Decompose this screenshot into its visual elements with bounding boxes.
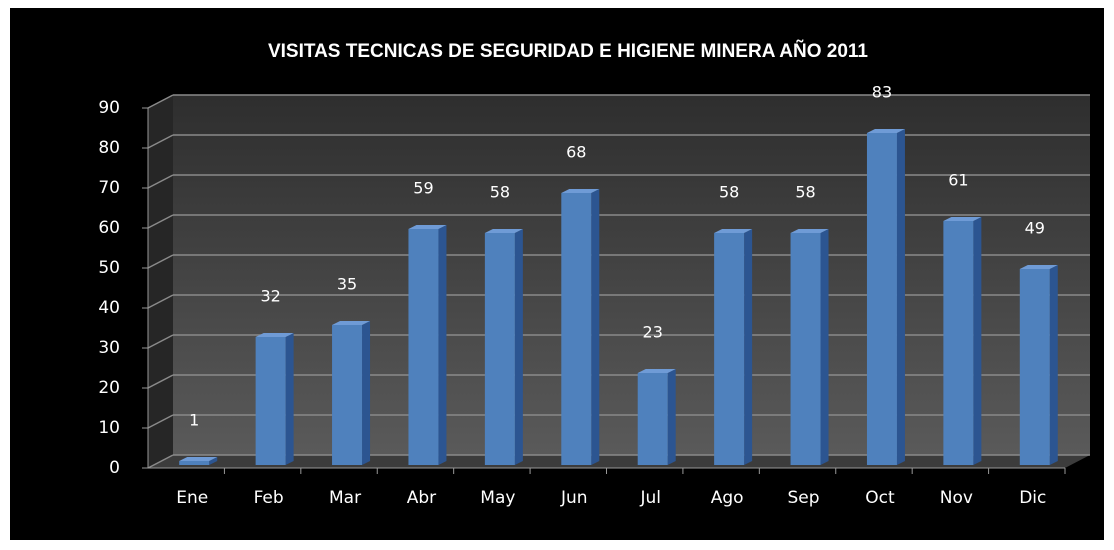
bar	[943, 217, 982, 465]
bar-side	[591, 189, 600, 465]
bar	[561, 189, 600, 465]
value-label: 23	[643, 323, 663, 342]
grid-line-side	[147, 454, 174, 469]
grid-line-side	[147, 174, 174, 189]
y-tick-label: 30	[98, 338, 120, 358]
grid-line-side	[147, 134, 174, 149]
bar-top	[255, 333, 294, 337]
x-tick-label: Feb	[254, 488, 284, 508]
bar	[484, 229, 523, 465]
back-wall	[173, 95, 1090, 455]
bar-side	[744, 229, 753, 465]
bar-front	[255, 337, 286, 465]
bar-top	[408, 225, 447, 229]
bar	[790, 229, 829, 465]
bar-front	[332, 325, 363, 465]
x-tick-label: Sep	[788, 488, 820, 508]
grid-line-side	[147, 334, 174, 349]
side-wall	[148, 95, 173, 468]
x-tick-label: Oct	[865, 488, 895, 508]
y-tick-label: 10	[98, 418, 120, 438]
bar	[255, 333, 294, 465]
grid-line-side	[147, 214, 174, 229]
bar-front	[408, 229, 439, 465]
y-tick-label: 40	[98, 298, 120, 318]
y-tick-label: 70	[98, 178, 120, 198]
bar-side	[438, 225, 447, 465]
bar-side	[362, 321, 371, 465]
y-tick-label: 20	[98, 378, 120, 398]
grid-line-side	[147, 94, 174, 109]
bar	[866, 129, 905, 465]
y-tick-label: 0	[109, 458, 120, 478]
grid-line-side	[147, 374, 174, 389]
bar-front	[1019, 269, 1050, 465]
grid-line-side	[147, 254, 174, 269]
value-label: 68	[566, 143, 586, 162]
bar-top	[943, 217, 982, 221]
bar-top	[1019, 265, 1058, 269]
bar-side	[209, 457, 218, 465]
value-label: 83	[872, 83, 892, 102]
bar-top	[484, 229, 523, 233]
bar	[179, 457, 218, 465]
grid-line-side	[147, 294, 174, 309]
value-label: 58	[795, 183, 815, 202]
value-label: 49	[1025, 219, 1045, 238]
bar-top	[179, 457, 218, 461]
bar	[1019, 265, 1058, 465]
y-tick-label: 80	[98, 138, 120, 158]
bar-front	[790, 233, 821, 465]
x-tick-label: Nov	[940, 488, 973, 508]
bar-top	[866, 129, 905, 133]
bar-top	[332, 321, 371, 325]
bar-side	[667, 369, 676, 465]
x-tick-label: Ago	[711, 488, 744, 508]
bar-side	[896, 129, 905, 465]
bar-top	[714, 229, 753, 233]
y-tick-label: 60	[98, 218, 120, 238]
x-tick-label: Abr	[407, 488, 436, 508]
y-tick-label: 50	[98, 258, 120, 278]
bar	[332, 321, 371, 465]
bar-front	[561, 193, 592, 465]
bar	[637, 369, 676, 465]
x-tick-label: Jun	[560, 488, 588, 508]
bar-front	[714, 233, 745, 465]
x-tick-label: Dic	[1019, 488, 1046, 508]
bar-front	[637, 373, 668, 465]
x-tick-label: Ene	[176, 488, 208, 508]
bar-front	[179, 461, 210, 465]
value-label: 35	[337, 275, 357, 294]
bar-front	[866, 133, 897, 465]
value-label: 58	[719, 183, 739, 202]
bar	[714, 229, 753, 465]
floor	[148, 455, 1090, 468]
bar-side	[820, 229, 829, 465]
bar-side	[285, 333, 294, 465]
value-label: 59	[413, 179, 433, 198]
value-label: 61	[948, 171, 968, 190]
x-tick-label: May	[480, 488, 515, 508]
y-tick-label: 90	[98, 98, 120, 118]
bar-front	[484, 233, 515, 465]
grid-line-side	[147, 414, 174, 429]
value-label: 1	[189, 411, 199, 430]
bar-top	[561, 189, 600, 193]
chart-title: VISITAS TECNICAS DE SEGURIDAD E HIGIENE …	[268, 40, 868, 62]
bar-front	[943, 221, 974, 465]
x-tick-label: Jul	[639, 488, 661, 508]
bar-top	[637, 369, 676, 373]
bar-top	[790, 229, 829, 233]
x-tick-label: Mar	[329, 488, 361, 508]
bar	[408, 225, 447, 465]
bar-side	[514, 229, 523, 465]
bar-side	[973, 217, 982, 465]
value-label: 32	[260, 287, 280, 306]
value-label: 58	[490, 183, 510, 202]
bar-side	[1049, 265, 1058, 465]
